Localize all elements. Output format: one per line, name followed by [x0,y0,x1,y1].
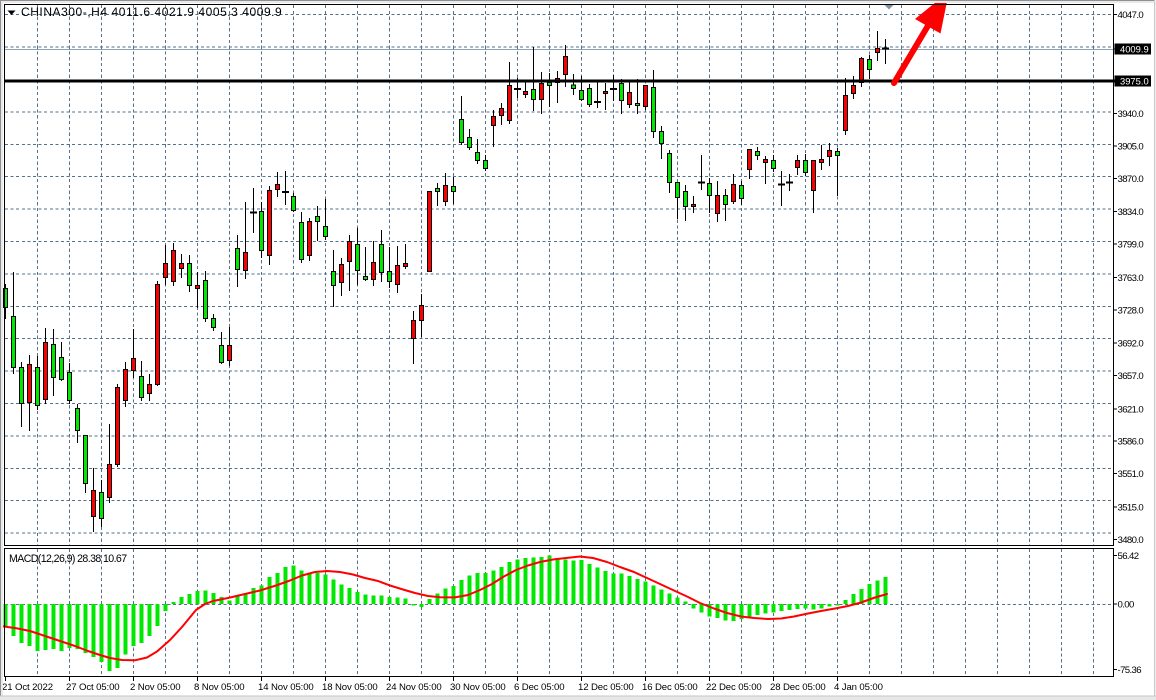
svg-text:24 Nov 05:00: 24 Nov 05:00 [386,682,442,693]
svg-text:-75.36: -75.36 [1118,665,1142,676]
svg-text:3480.0: 3480.0 [1118,535,1144,546]
svg-text:18 Nov 05:00: 18 Nov 05:00 [322,682,378,693]
svg-text:3975.0: 3975.0 [1120,76,1149,87]
svg-text:3657.0: 3657.0 [1118,371,1144,382]
svg-text:3515.0: 3515.0 [1118,502,1144,513]
svg-text:0.00: 0.00 [1118,600,1134,611]
svg-text:30 Nov 05:00: 30 Nov 05:00 [450,682,506,693]
svg-text:CHINA300-,H4 4011.6 4021.9 40: CHINA300-,H4 4011.6 4021.9 4005.3 4009.9 [21,5,282,19]
svg-text:2 Nov 05:00: 2 Nov 05:00 [130,682,180,693]
svg-text:8 Nov 05:00: 8 Nov 05:00 [194,682,244,693]
svg-text:3551.0: 3551.0 [1118,469,1144,480]
svg-text:3905.0: 3905.0 [1118,142,1144,153]
svg-text:3763.0: 3763.0 [1118,273,1144,284]
svg-text:27 Oct 05:00: 27 Oct 05:00 [66,682,120,693]
svg-text:3621.0: 3621.0 [1118,404,1144,415]
svg-text:22 Dec 05:00: 22 Dec 05:00 [706,682,762,693]
svg-text:12 Dec 05:00: 12 Dec 05:00 [578,682,634,693]
svg-text:3692.0: 3692.0 [1118,339,1144,350]
svg-text:3834.0: 3834.0 [1118,207,1144,218]
svg-text:6 Dec 05:00: 6 Dec 05:00 [514,682,564,693]
svg-text:3940.0: 3940.0 [1118,109,1144,120]
svg-text:MACD(12,26,9) 28.38 10.67: MACD(12,26,9) 28.38 10.67 [9,553,127,565]
svg-text:4047.0: 4047.0 [1118,10,1144,21]
svg-text:4009.9: 4009.9 [1120,44,1149,55]
svg-text:3728.0: 3728.0 [1118,305,1144,316]
svg-text:28 Dec 05:00: 28 Dec 05:00 [770,682,826,693]
svg-text:4 Jan 05:00: 4 Jan 05:00 [834,682,883,693]
svg-text:16 Dec 05:00: 16 Dec 05:00 [642,682,698,693]
svg-text:14 Nov 05:00: 14 Nov 05:00 [258,682,314,693]
svg-text:56.42: 56.42 [1118,551,1139,562]
svg-text:3870.0: 3870.0 [1118,174,1144,185]
svg-text:3799.0: 3799.0 [1118,240,1144,251]
svg-text:21 Oct 2022: 21 Oct 2022 [2,682,53,693]
svg-text:3586.0: 3586.0 [1118,437,1144,448]
